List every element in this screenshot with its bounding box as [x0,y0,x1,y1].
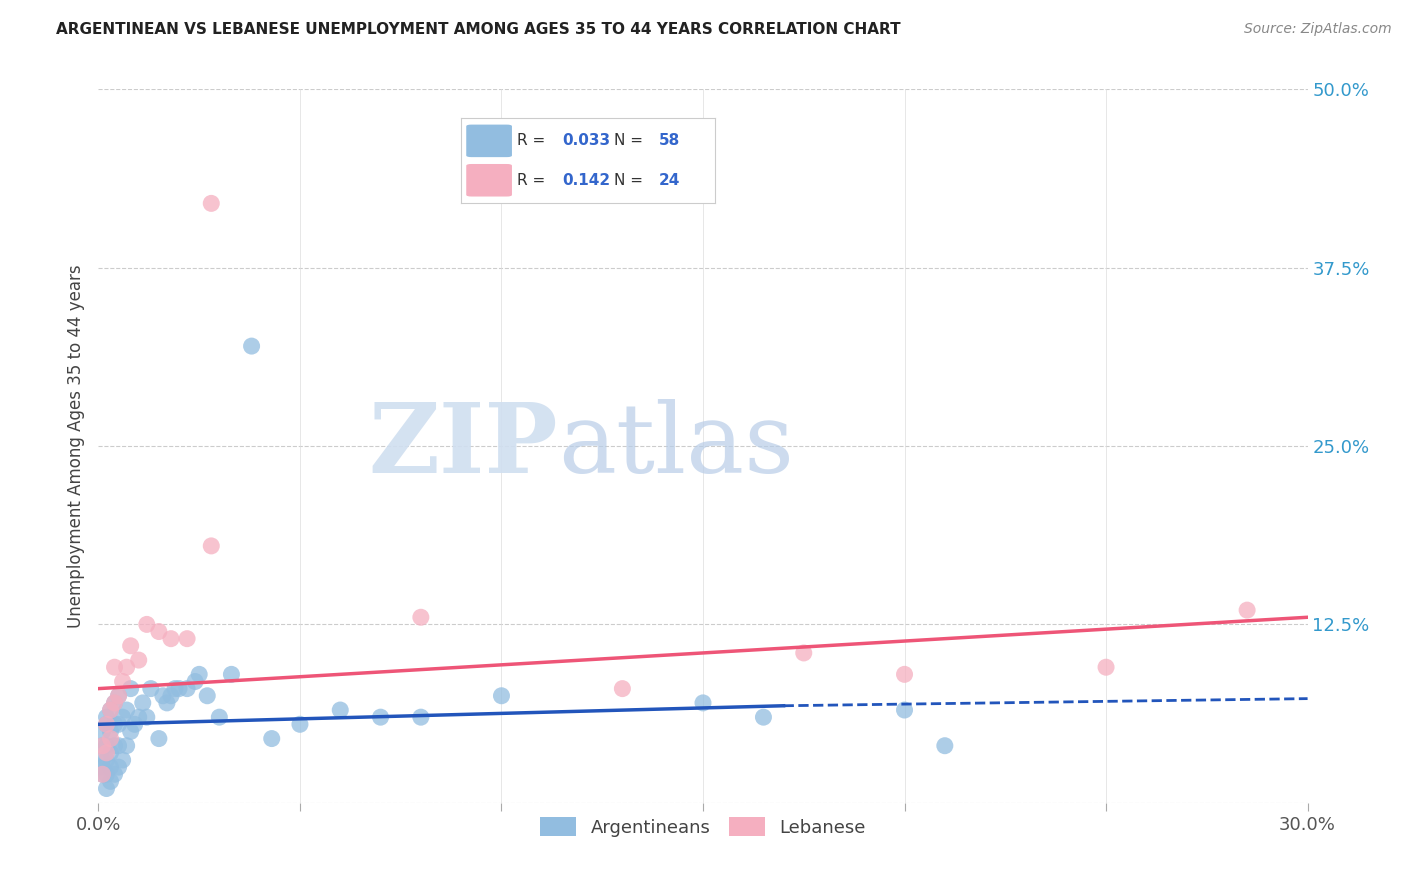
Point [176,632,198,646]
Point [120,639,142,653]
Legend: Argentineans, Lebanese: Argentineans, Lebanese [533,810,873,844]
Point [132,696,155,710]
Point [329,703,352,717]
Point [96,781,118,796]
Point [160,632,183,646]
Point [288,717,311,731]
Point [752,710,775,724]
Point [195,689,218,703]
Point [91,767,114,781]
Point [107,717,129,731]
Point [152,689,174,703]
Point [188,667,211,681]
Point [200,539,222,553]
Point [240,339,263,353]
Point [1236,603,1258,617]
Point [91,767,114,781]
Point [176,681,198,696]
Point [692,696,714,710]
Point [100,746,122,760]
Point [893,703,915,717]
Point [260,731,283,746]
Text: ZIP: ZIP [368,399,558,493]
Point [100,760,122,774]
Point [103,739,125,753]
Point [120,724,142,739]
Point [120,681,142,696]
Point [184,674,207,689]
Text: atlas: atlas [558,399,794,493]
Point [111,674,134,689]
Point [409,610,432,624]
Point [148,624,170,639]
Point [107,689,129,703]
Point [139,681,162,696]
Point [111,753,134,767]
Point [793,646,815,660]
Point [115,703,138,717]
Point [135,617,157,632]
Point [124,717,146,731]
Point [612,681,634,696]
Point [107,760,129,774]
Point [103,767,125,781]
Point [96,753,118,767]
Point [100,703,122,717]
Point [148,731,170,746]
Point [934,739,956,753]
Point [96,767,118,781]
Point [107,689,129,703]
Point [160,689,183,703]
Text: ARGENTINEAN VS LEBANESE UNEMPLOYMENT AMONG AGES 35 TO 44 YEARS CORRELATION CHART: ARGENTINEAN VS LEBANESE UNEMPLOYMENT AMO… [56,22,901,37]
Point [100,731,122,746]
Point [115,660,138,674]
Point [221,667,243,681]
Point [96,710,118,724]
Point [893,667,915,681]
Y-axis label: Unemployment Among Ages 35 to 44 years: Unemployment Among Ages 35 to 44 years [66,264,84,628]
Point [96,746,118,760]
Point [103,660,125,674]
Point [200,196,222,211]
Point [91,724,114,739]
Point [135,710,157,724]
Point [100,774,122,789]
Point [208,710,231,724]
Point [91,753,114,767]
Point [115,739,138,753]
Point [128,710,150,724]
Point [96,717,118,731]
Point [96,717,118,731]
Point [111,710,134,724]
Point [91,739,114,753]
Point [91,760,114,774]
Point [1095,660,1118,674]
Point [103,717,125,731]
Point [491,689,513,703]
Point [163,681,186,696]
Point [96,739,118,753]
Point [100,724,122,739]
Text: Source: ZipAtlas.com: Source: ZipAtlas.com [1244,22,1392,37]
Point [91,739,114,753]
Point [156,696,179,710]
Point [370,710,392,724]
Point [167,681,190,696]
Point [100,703,122,717]
Point [409,710,432,724]
Point [103,696,125,710]
Point [107,739,129,753]
Point [103,696,125,710]
Point [128,653,150,667]
